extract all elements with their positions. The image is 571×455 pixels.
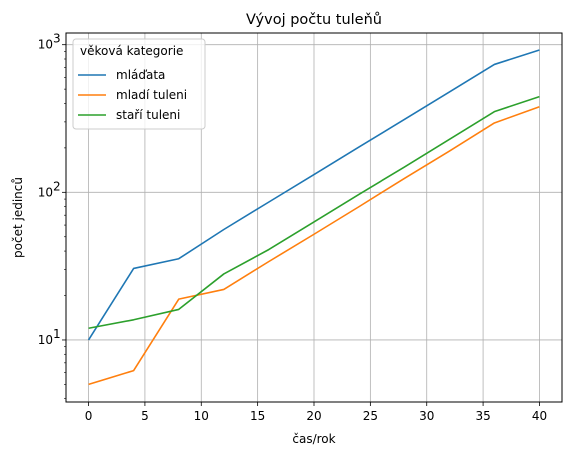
x-tick-label: 5 <box>141 409 149 423</box>
legend-title: věková kategorie <box>80 44 183 58</box>
legend: věková kategorie mláďata mladí tuleni stař… <box>72 38 206 130</box>
y-tick-exponent: 1 <box>53 327 61 341</box>
x-tick-label: 30 <box>419 409 434 423</box>
x-tick-label: 40 <box>532 409 547 423</box>
y-tick-exponent: 3 <box>53 32 61 46</box>
x-tick-label: 25 <box>363 409 378 423</box>
x-tick-label: 10 <box>194 409 209 423</box>
legend-box <box>72 38 206 130</box>
series-line <box>87 49 540 341</box>
y-tick-exponent: 2 <box>53 179 61 193</box>
series-lines <box>87 49 540 386</box>
y-tick-label: 10 <box>38 185 53 199</box>
y-axis-label: počet jedinců <box>11 177 25 258</box>
x-tick-label: 15 <box>250 409 265 423</box>
legend-label: mladí tuleni <box>116 88 187 102</box>
x-axis-label: čas/rok <box>292 432 335 446</box>
chart-title: Vývoj počtu tuleňů <box>246 12 382 28</box>
x-tick-label: 35 <box>475 409 490 423</box>
legend-label: mláďata <box>116 68 165 82</box>
x-tick-label: 20 <box>306 409 321 423</box>
x-tick-label: 0 <box>85 409 93 423</box>
legend-label: staří tuleni <box>116 108 180 122</box>
series-line <box>88 105 540 386</box>
y-tick-label: 10 <box>38 38 53 52</box>
x-axis: 0 5 10 15 20 25 30 35 40 <box>85 402 547 423</box>
series-line <box>88 95 540 330</box>
y-tick-label: 10 <box>38 333 53 347</box>
